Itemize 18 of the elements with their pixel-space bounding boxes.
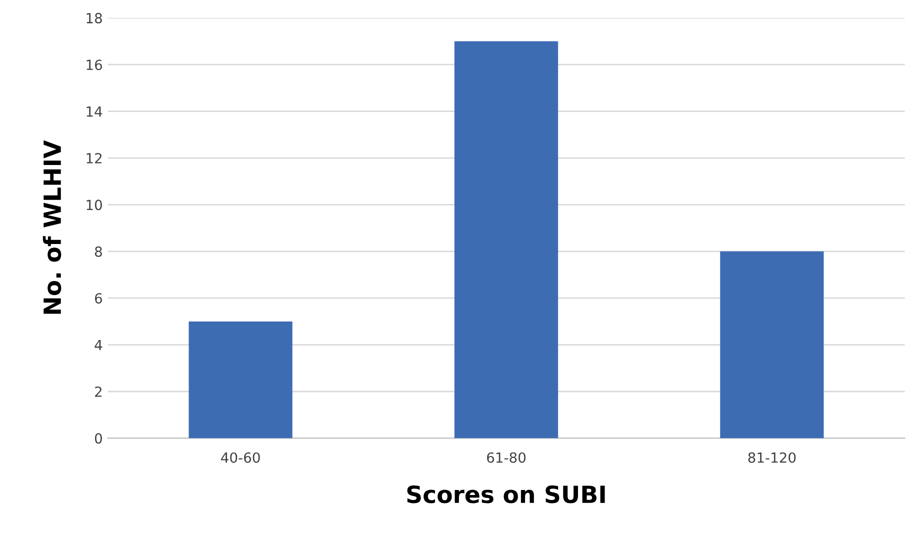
y-tick-label: 10	[86, 200, 102, 210]
bar	[188, 321, 292, 438]
y-tick-label: 4	[94, 340, 102, 350]
bar	[720, 251, 824, 438]
y-tick-label: 14	[86, 106, 102, 117]
bar	[454, 41, 558, 438]
y-tick-label: 18	[86, 12, 102, 24]
y-tick-label: 6	[95, 293, 102, 304]
y-tick-label: 0	[94, 433, 102, 444]
y-axis-title: No. of WLHIV	[42, 140, 62, 314]
x-tick-label: 81-120	[748, 452, 796, 463]
y-tick-label: 12	[86, 152, 102, 164]
y-tick-label: 8	[94, 246, 102, 257]
x-axis-title: Scores on SUBI	[407, 485, 605, 504]
y-tick-label: 16	[86, 60, 102, 70]
y-tick-label: 2	[95, 386, 102, 397]
x-tick-label: 61-80	[487, 452, 526, 463]
x-tick-label: 40-60	[221, 452, 260, 463]
